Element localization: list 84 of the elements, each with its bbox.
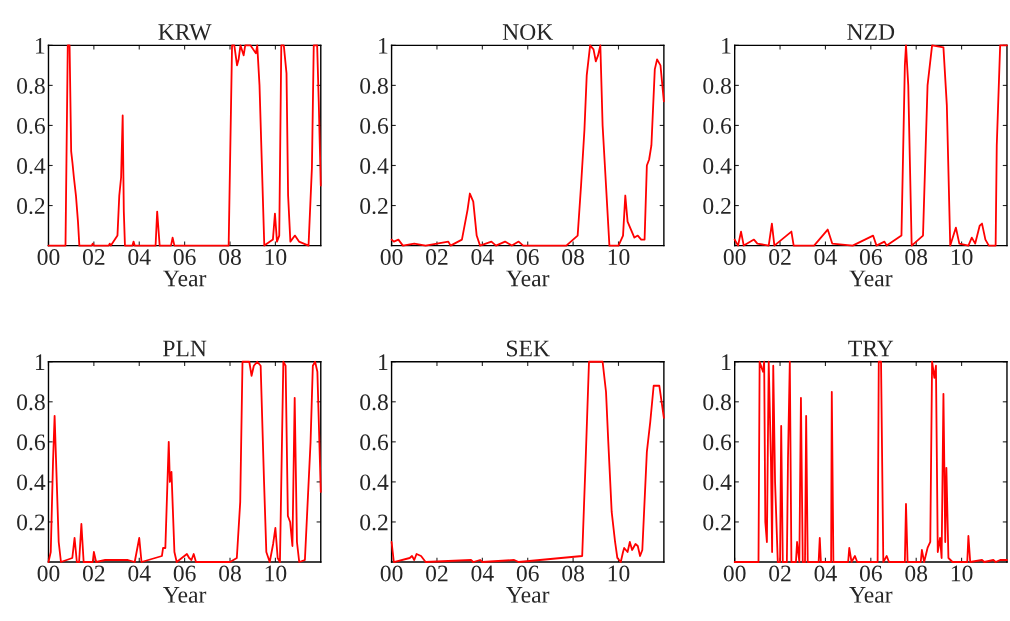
- x-tick-label: 06: [859, 249, 882, 265]
- x-tick-label: 00: [723, 249, 746, 265]
- x-tick-label: 08: [219, 249, 241, 265]
- y-tick-label: 0.2: [703, 198, 731, 215]
- y-tick-label: 1: [379, 354, 388, 370]
- x-tick-label: 00: [37, 565, 60, 582]
- x-tick-label: 04: [471, 565, 494, 582]
- y-tick-label: 0.8: [17, 77, 45, 94]
- y-tick-label: 0.2: [17, 198, 45, 215]
- x-tick-label: 00: [37, 249, 60, 265]
- x-tick-label: 04: [814, 565, 837, 582]
- x-tick-label: 00: [380, 249, 403, 265]
- x-tick-label: 04: [128, 249, 151, 265]
- line-series: [47, 44, 322, 247]
- y-tick-label: 0.8: [703, 77, 731, 94]
- y-tick-label: 0.4: [703, 157, 732, 175]
- y-tick-label: 0.8: [360, 394, 388, 411]
- y-tick-label: 0.8: [360, 77, 388, 94]
- line-series: [47, 360, 322, 563]
- y-tick-label: 0.2: [703, 514, 731, 531]
- x-axis-title: Year: [163, 270, 207, 287]
- x-tick-label: 08: [562, 249, 585, 265]
- y-tick-label: 1: [379, 37, 388, 54]
- x-axis-title: Year: [849, 270, 893, 287]
- x-tick-label: 06: [859, 565, 882, 582]
- x-axis-title: Year: [506, 587, 550, 603]
- x-tick-label: 00: [380, 565, 403, 582]
- y-tick-label: 0.8: [17, 394, 45, 411]
- x-tick-label: 08: [219, 565, 241, 582]
- x-tick-label: 08: [905, 565, 928, 582]
- x-tick-label: 02: [426, 565, 448, 582]
- x-axis-title: Year: [506, 270, 550, 287]
- y-tick-label: 0.6: [17, 434, 45, 451]
- x-tick-label: 02: [769, 249, 791, 265]
- y-tick-label: 0.4: [703, 474, 732, 491]
- x-axis-title: Year: [163, 587, 207, 603]
- y-tick-label: 0.8: [703, 394, 731, 411]
- y-tick-label: 0.2: [17, 514, 45, 531]
- line-series: [733, 360, 1008, 563]
- x-tick-label: 08: [562, 565, 585, 582]
- x-tick-label: 10: [608, 565, 630, 582]
- y-tick-label: 0.6: [703, 117, 732, 134]
- chart-title: TRY: [848, 340, 894, 357]
- chart-title: NOK: [502, 24, 554, 41]
- x-axis-title: Year: [849, 587, 893, 603]
- x-tick-label: 10: [265, 249, 287, 265]
- x-tick-label: 10: [608, 249, 630, 265]
- y-tick-label: 0.6: [360, 117, 389, 134]
- x-tick-label: 02: [426, 249, 448, 265]
- y-tick-label: 0.4: [360, 474, 389, 491]
- y-tick-label: 1: [35, 37, 45, 54]
- y-tick-label: 0.4: [17, 474, 46, 491]
- x-tick-label: 00: [723, 565, 746, 582]
- x-tick-label: 10: [951, 249, 973, 265]
- chart-title: KRW: [158, 24, 212, 41]
- y-tick-label: 0.2: [360, 198, 388, 215]
- chart-title: NZD: [847, 24, 895, 40]
- x-tick-label: 06: [516, 249, 539, 265]
- x-tick-label: 04: [128, 565, 151, 582]
- x-tick-label: 08: [905, 249, 928, 265]
- chart-title: SEK: [507, 340, 550, 357]
- line-series: [733, 44, 1008, 247]
- chart-title: PLN: [163, 340, 207, 357]
- y-tick-label: 0.4: [17, 157, 46, 175]
- y-tick-label: 1: [722, 354, 731, 370]
- x-tick-label: 06: [173, 249, 196, 265]
- y-tick-label: 0.6: [703, 434, 732, 451]
- y-tick-label: 0.4: [360, 157, 389, 175]
- x-tick-label: 02: [82, 565, 105, 582]
- x-tick-label: 04: [471, 249, 494, 265]
- x-tick-label: 10: [951, 565, 973, 582]
- line-series: [390, 360, 665, 563]
- x-tick-label: 02: [769, 565, 791, 582]
- x-tick-label: 06: [516, 565, 539, 582]
- line-series: [390, 44, 665, 247]
- x-tick-label: 10: [265, 565, 287, 582]
- y-tick-label: 0.2: [360, 514, 388, 531]
- x-tick-label: 04: [814, 249, 837, 265]
- y-tick-label: 1: [722, 37, 731, 54]
- y-tick-label: 0.6: [17, 117, 45, 134]
- y-tick-label: 0.6: [360, 434, 389, 451]
- y-tick-label: 1: [35, 354, 45, 370]
- x-tick-label: 02: [82, 249, 105, 265]
- x-tick-label: 06: [173, 565, 196, 582]
